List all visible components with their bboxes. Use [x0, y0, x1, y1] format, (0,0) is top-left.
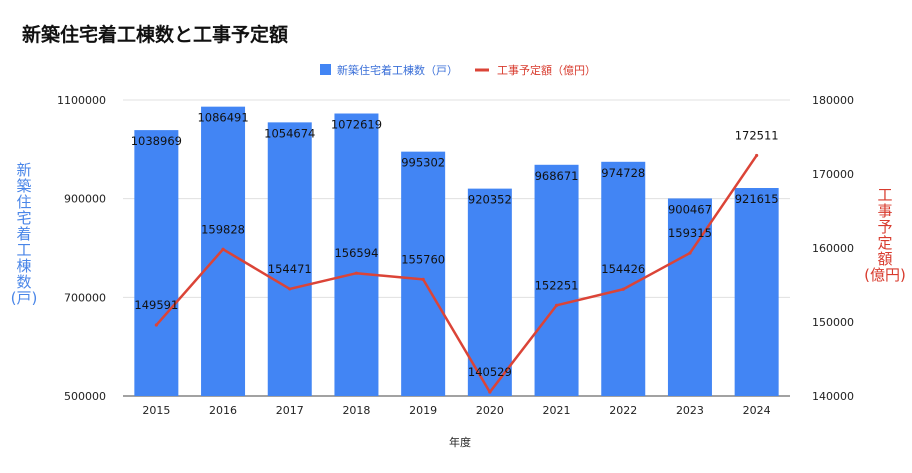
left-axis-title-char: 棟 — [16, 257, 31, 275]
x-axis-tick-label: 2024 — [743, 404, 771, 417]
left-axis-title-char: 数 — [16, 273, 31, 291]
right-axis-tick-label: 170000 — [812, 168, 854, 181]
left-axis-title-char: (戸) — [11, 289, 38, 307]
legend: 新築住宅着工棟数（戸） 工事予定額（億円） — [320, 63, 596, 77]
line-point — [755, 153, 759, 158]
bar — [334, 113, 379, 396]
chart-title: 新築住宅着工棟数と工事予定額 — [22, 23, 288, 46]
line-point — [288, 287, 292, 291]
line-data-label: 159315 — [668, 226, 712, 240]
bar — [734, 188, 779, 396]
line-path — [155, 154, 758, 394]
line-data-label: 154426 — [601, 262, 645, 276]
right-axis-title-char: 定 — [877, 234, 892, 252]
x-axis-tick-label: 2017 — [276, 404, 304, 417]
right-axis-tick-label: 150000 — [812, 316, 854, 329]
bar — [467, 188, 512, 396]
right-axis-tick-label: 180000 — [812, 94, 854, 107]
line-data-label: 149591 — [134, 298, 178, 312]
line-data-label: 140529 — [468, 365, 512, 379]
legend-label-bar: 新築住宅着工棟数（戸） — [337, 63, 458, 77]
left-axis-title-char: 工 — [16, 241, 31, 259]
x-axis-tick-label: 2018 — [342, 404, 370, 417]
bar-data-label: 995302 — [401, 156, 445, 170]
bar-data-label: 900467 — [668, 202, 712, 216]
line-point — [354, 271, 359, 275]
bar — [267, 122, 312, 396]
line-data-label: 155760 — [401, 252, 445, 266]
x-axis-tick-label: 2016 — [209, 404, 237, 417]
left-axis-title-char: 宅 — [16, 209, 31, 227]
left-axis-title-char: 新 — [16, 161, 31, 179]
left-axis-tick-label: 500000 — [64, 390, 106, 403]
bar — [534, 164, 579, 396]
left-axis-title-char: 着 — [16, 225, 31, 243]
line-data-label: 172511 — [735, 128, 779, 142]
right-axis-title-char: (億円) — [864, 266, 906, 284]
x-axis-tick-label: 2020 — [476, 404, 504, 417]
x-axis-tick-label: 2021 — [543, 404, 571, 417]
right-axis-tick-label: 140000 — [812, 390, 854, 403]
bar-data-label: 1072619 — [331, 118, 382, 132]
bar-data-label: 1038969 — [131, 134, 182, 148]
bar-data-label: 921615 — [735, 192, 779, 206]
line-data-label: 152251 — [535, 278, 579, 292]
left-axis-title-char: 築 — [16, 177, 31, 195]
line-point — [554, 303, 559, 307]
axes: 500000 700000 900000 1100000 140000 150000 160… — [11, 94, 906, 417]
x-axis-tick-label: 2019 — [409, 404, 437, 417]
line-point — [488, 390, 492, 394]
left-axis-title-char: 住 — [16, 193, 31, 211]
right-axis-title-char: 事 — [877, 202, 892, 220]
x-axis-title: 年度 — [449, 435, 471, 449]
bar — [601, 161, 646, 396]
bar-data-label: 920352 — [468, 193, 512, 207]
bar-series — [134, 106, 779, 397]
left-axis-tick-label: 900000 — [64, 193, 106, 206]
bar — [201, 106, 246, 397]
x-axis-tick-label: 2023 — [676, 404, 704, 417]
data-labels: 1038969 1086491 1054674 1072619 995302 920352… — [131, 111, 779, 379]
bar-data-label: 1054674 — [264, 126, 315, 140]
right-axis-tick-label: 160000 — [812, 242, 854, 255]
x-axis-tick-label: 2015 — [142, 404, 170, 417]
line-point — [688, 251, 692, 255]
right-axis-title-char: 予 — [877, 218, 892, 236]
right-axis-title-char: 工 — [877, 186, 892, 204]
left-axis-tick-label: 1100000 — [57, 94, 106, 107]
legend-swatch-bar — [320, 64, 331, 75]
line-point — [621, 287, 625, 291]
line-data-label: 154471 — [268, 262, 312, 276]
legend-label-line: 工事予定額（億円） — [497, 63, 596, 77]
right-axis-title-char: 額 — [877, 250, 892, 268]
bar-data-label: 968671 — [535, 169, 579, 183]
line-point — [221, 247, 225, 251]
x-axis-tick-label: 2022 — [609, 404, 637, 417]
line-data-label: 159828 — [201, 222, 245, 236]
line-point — [154, 323, 158, 327]
bar-data-label: 1086491 — [197, 111, 248, 125]
line-point — [421, 277, 425, 281]
bar — [134, 130, 179, 396]
bar — [401, 151, 446, 396]
left-axis-tick-label: 700000 — [64, 291, 106, 304]
line-series — [154, 153, 759, 394]
line-data-label: 156594 — [334, 246, 378, 260]
bar-data-label: 974728 — [601, 166, 645, 180]
